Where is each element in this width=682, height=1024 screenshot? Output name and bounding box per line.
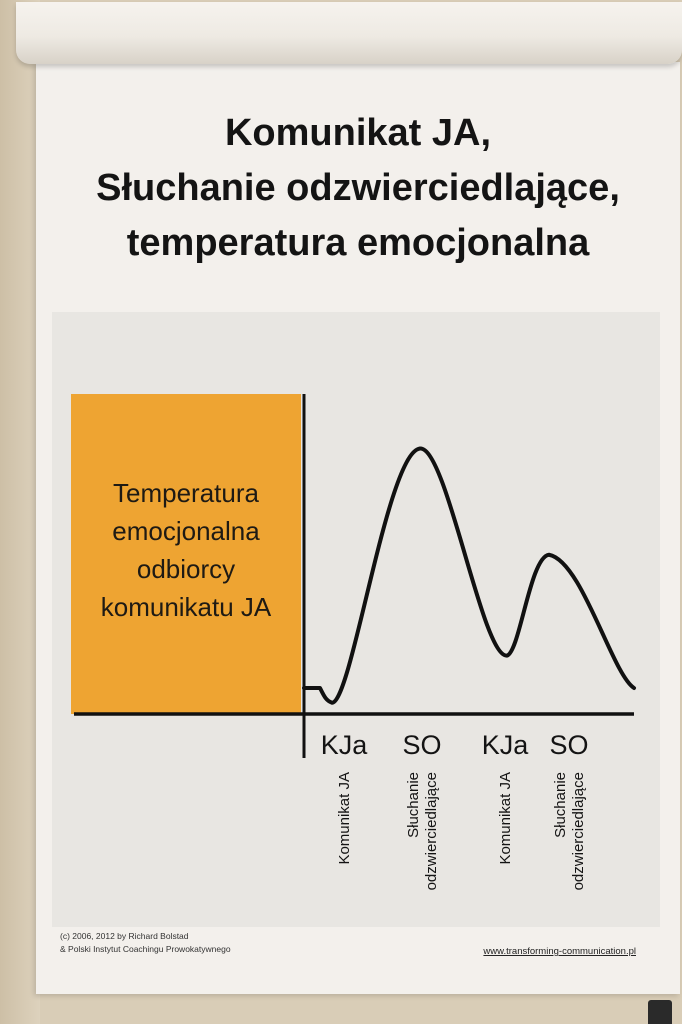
temperature-diagram: KJa SO KJa SO Komunikat JA Słuchanie odzwierc… [74, 394, 636, 890]
title-line-1: Komunikat JA, [224, 112, 492, 154]
copyright: (c) 2006, 2012 by Richard Bolstad & Pols… [60, 930, 231, 956]
y-label-line-4: komunikatu JA [100, 592, 272, 622]
flipchart-sheet: Komunikat JA, Słuchanie odzwierciedlając… [36, 62, 680, 994]
x-tick-description: Słuchanie [552, 772, 569, 838]
binder-clip [648, 1000, 672, 1024]
x-tick-label: KJa [482, 730, 530, 760]
x-tick-labels: KJa SO KJa SO [321, 730, 589, 760]
x-tick-label: SO [402, 730, 441, 760]
x-tick-description: odzwierciedlające [570, 772, 587, 890]
x-tick-description: Słuchanie [405, 772, 422, 838]
x-tick-description: Komunikat JA [497, 772, 514, 865]
flipchart-roll [16, 2, 682, 64]
x-tick-label: KJa [321, 730, 369, 760]
copyright-line-2: & Polski Instytut Coachingu Prowokatywne… [60, 944, 231, 954]
copyright-line-1: (c) 2006, 2012 by Richard Bolstad [60, 931, 189, 941]
y-label-line-3: odbiorcy [136, 554, 236, 584]
x-tick-descriptions: Komunikat JA Słuchanie odzwierciedlające Ko… [336, 772, 587, 890]
y-axis-label-box [71, 394, 301, 714]
title-line-2: Słuchanie odzwierciedlające, [96, 167, 620, 209]
temperature-curve [302, 446, 636, 705]
x-tick-description: odzwierciedlające [423, 772, 440, 890]
y-axis-label: Temperatura emocjonalna odbiorcy komunik… [71, 394, 301, 626]
diagram-panel: Temperatura emocjonalna odbiorcy komunik… [52, 312, 660, 927]
wall [0, 0, 40, 1024]
y-label-line-1: Temperatura [113, 478, 259, 508]
website-link[interactable]: www.transforming-communication.pl [483, 946, 636, 957]
poster-title: Komunikat JA, Słuchanie odzwierciedlając… [36, 106, 680, 271]
x-tick-label: SO [549, 730, 588, 760]
x-tick-description: Komunikat JA [336, 772, 353, 865]
title-line-3: temperatura emocjonalna [126, 222, 590, 264]
y-label-line-2: emocjonalna [112, 516, 260, 546]
